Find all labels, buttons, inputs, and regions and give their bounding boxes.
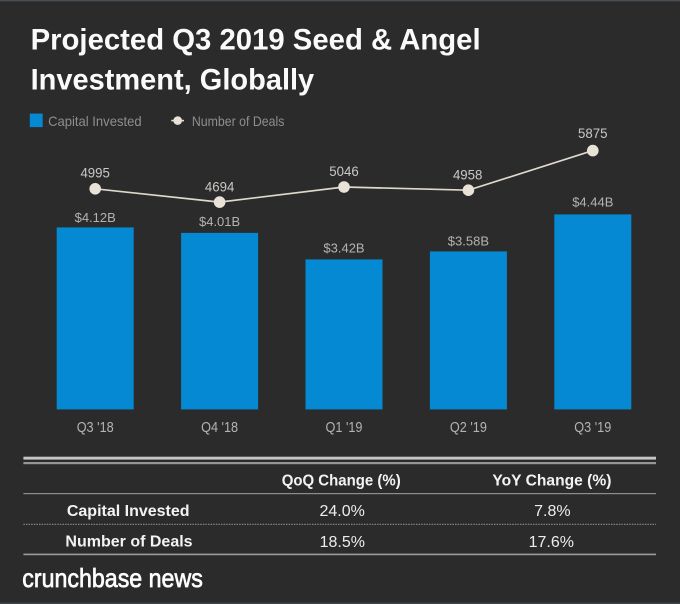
- svg-text:4995: 4995: [80, 165, 110, 181]
- svg-text:crunchbase news: crunchbase news: [22, 563, 203, 593]
- svg-text:Q3 '18: Q3 '18: [77, 419, 114, 436]
- svg-text:$4.01B: $4.01B: [199, 214, 240, 229]
- svg-text:QoQ Change (%): QoQ Change (%): [282, 472, 401, 489]
- svg-text:Capital Invested: Capital Invested: [67, 503, 190, 520]
- svg-text:Number of Deals: Number of Deals: [65, 534, 192, 551]
- svg-text:$4.44B: $4.44B: [572, 194, 613, 209]
- svg-text:Number of Deals: Number of Deals: [192, 113, 285, 129]
- svg-text:17.6%: 17.6%: [529, 534, 574, 551]
- svg-text:5875: 5875: [578, 125, 608, 141]
- svg-text:4694: 4694: [205, 179, 235, 195]
- svg-text:Investment, Globally: Investment, Globally: [31, 63, 315, 96]
- svg-text:Q2 '19: Q2 '19: [450, 419, 487, 436]
- svg-text:$3.58B: $3.58B: [448, 233, 489, 248]
- svg-text:24.0%: 24.0%: [320, 503, 365, 520]
- svg-text:7.8%: 7.8%: [534, 503, 570, 520]
- svg-text:YoY Change (%): YoY Change (%): [492, 472, 611, 489]
- svg-text:Q4 '18: Q4 '18: [201, 419, 238, 436]
- svg-text:18.5%: 18.5%: [320, 534, 365, 551]
- svg-text:Projected Q3 2019 Seed & Angel: Projected Q3 2019 Seed & Angel: [31, 23, 481, 56]
- svg-text:Capital Invested: Capital Invested: [48, 113, 142, 129]
- svg-text:Q1 '19: Q1 '19: [326, 419, 363, 436]
- svg-text:5046: 5046: [329, 163, 359, 179]
- svg-text:Q3 '19: Q3 '19: [574, 419, 611, 436]
- svg-text:$3.42B: $3.42B: [323, 241, 364, 256]
- svg-text:4958: 4958: [453, 167, 483, 183]
- svg-text:$4.12B: $4.12B: [75, 210, 116, 225]
